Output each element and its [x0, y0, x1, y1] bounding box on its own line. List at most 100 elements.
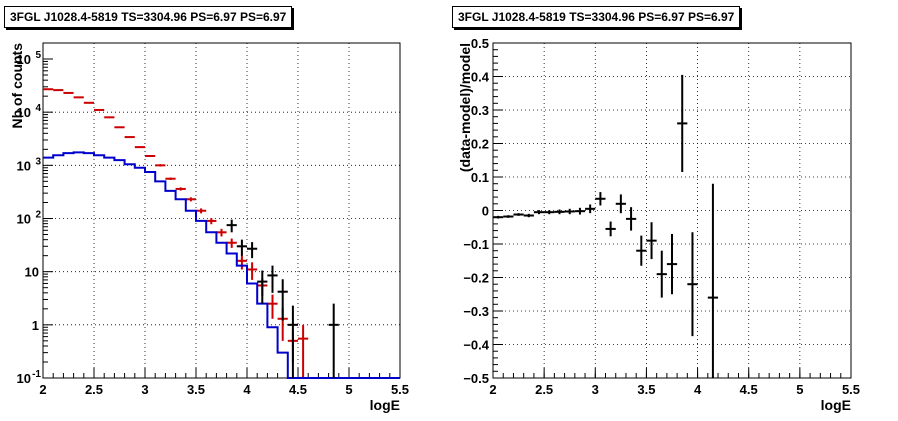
right-y-tick-label: −0.3 — [463, 304, 489, 319]
left-model-point — [145, 154, 156, 157]
right-y-tick-label: −0.5 — [463, 371, 489, 386]
left-data-point — [328, 303, 339, 378]
right-residual-point — [574, 207, 586, 215]
left-x-tick-label: 3.5 — [187, 382, 205, 397]
right-x-tick-label: 2 — [489, 382, 496, 397]
right-x-tick-label: 4 — [694, 382, 702, 397]
left-model-point — [236, 254, 247, 270]
right-plot-frame — [492, 42, 852, 379]
left-x-tick-label: 5 — [345, 382, 352, 397]
right-residual-point — [615, 194, 626, 214]
right-residual-point — [523, 213, 534, 218]
left-model-point — [185, 197, 196, 202]
left-data-marks — [43, 88, 400, 379]
left-y-tick-exponent: 4 — [35, 103, 41, 114]
right-axis-ticks: 2 2.5 3 3.5 4 4.5 5 5.5 −0.5 −0.4 −0.3 −0.2 −0.1 0 0.1… — [463, 36, 860, 397]
left-model-point — [247, 262, 258, 280]
left-x-tick-label: 4.5 — [289, 382, 307, 397]
left-model-point — [165, 177, 176, 180]
left-y-tick-label: 10 — [17, 212, 31, 227]
left-data-point — [247, 242, 258, 259]
right-y-tick-label: 0.5 — [471, 36, 489, 51]
right-residual-point — [564, 208, 575, 215]
right-x-tick-label: 5.5 — [842, 382, 860, 397]
left-model-point — [196, 208, 207, 214]
left-y-tick-exponent: 2 — [35, 210, 41, 221]
left-model-point — [73, 96, 84, 99]
left-data-point — [257, 270, 268, 304]
right-x-tick-label: 3.5 — [637, 382, 655, 397]
right-x-tick-label: 4.5 — [740, 382, 758, 397]
right-y-axis-label: (data-model)/model — [457, 43, 473, 172]
right-residual-point — [493, 215, 504, 219]
left-model-point — [175, 187, 186, 191]
left-model-point — [94, 108, 105, 111]
right-x-tick-label: 2.5 — [535, 382, 553, 397]
left-model-point — [124, 136, 135, 139]
left-y-tick-label: 1 — [32, 318, 39, 333]
right-residual-point — [636, 235, 647, 266]
right-x-tick-label: 5 — [796, 382, 803, 397]
left-y-tick-label: 10 — [17, 158, 31, 173]
right-residual-point — [666, 233, 678, 295]
left-plot-frame — [42, 42, 401, 379]
right-y-tick-label: −0.2 — [463, 271, 489, 286]
right-x-tick-label: 3 — [592, 382, 599, 397]
right-data-marks — [493, 74, 719, 378]
left-y-tick-label: 10 — [17, 371, 31, 386]
left-data-point — [226, 219, 237, 233]
left-model-point — [53, 89, 64, 92]
right-chart: 2 2.5 3 3.5 4 4.5 5 5.5 −0.5 −0.4 −0.3 −0.2 −0.1 0 0.1… — [457, 36, 860, 413]
right-residual-point — [656, 250, 667, 298]
left-model-point — [43, 88, 54, 91]
right-residual-point — [503, 215, 514, 218]
left-data-point — [277, 279, 288, 321]
right-y-tick-label: −0.4 — [463, 338, 489, 353]
right-y-tick-label: 0.4 — [471, 70, 490, 85]
left-x-tick-label: 2.5 — [85, 382, 103, 397]
left-model-point — [104, 116, 115, 119]
left-model-point — [114, 126, 125, 129]
left-data-point — [267, 265, 278, 293]
left-x-tick-label: 4 — [243, 382, 251, 397]
left-y-axis-label: Nb of counts — [9, 43, 25, 129]
left-x-tick-label: 2 — [39, 382, 46, 397]
left-model-step-line — [43, 151, 400, 379]
right-residual-point — [513, 213, 524, 216]
left-y-tick-exponent: 3 — [35, 156, 41, 167]
right-y-tick-label: 0.2 — [471, 137, 489, 152]
right-residual-point — [595, 192, 606, 206]
left-model-point — [134, 146, 145, 149]
left-y-tick-label: 10 — [17, 105, 31, 120]
left-data-point — [287, 305, 298, 378]
left-model-point — [206, 218, 217, 225]
right-residual-point — [687, 232, 698, 337]
left-model-point — [63, 91, 74, 94]
right-residual-point — [544, 210, 555, 215]
left-y-tick-label: 10 — [17, 52, 31, 67]
right-residual-point — [533, 210, 545, 215]
left-x-tick-label: 3 — [141, 382, 148, 397]
right-chart-title: 3FGL J1028.4-5819 TS=3304.96 PS=6.97 PS=… — [452, 6, 741, 28]
left-data-point — [236, 239, 247, 256]
left-model-point — [83, 101, 94, 104]
left-chart-title: 3FGL J1028.4-5819 TS=3304.96 PS=6.97 PS=… — [4, 6, 293, 28]
right-residual-point — [554, 209, 565, 215]
left-x-axis-label: logE — [370, 397, 400, 413]
right-y-tick-label: 0.1 — [471, 170, 489, 185]
right-y-tick-label: 0.3 — [471, 103, 489, 118]
left-x-tick-label: 5.5 — [391, 382, 409, 397]
left-y-tick-label: 10 — [25, 265, 39, 280]
left-model-point — [155, 164, 166, 167]
right-y-tick-label: 0 — [482, 204, 489, 219]
right-residual-point — [707, 183, 719, 378]
right-residual-point — [605, 221, 616, 237]
left-model-point — [226, 238, 237, 248]
left-model-point — [298, 324, 309, 378]
right-x-axis-label: logE — [821, 397, 851, 413]
right-y-tick-label: −0.1 — [463, 237, 489, 252]
left-y-tick-exponent: -1 — [32, 369, 41, 380]
